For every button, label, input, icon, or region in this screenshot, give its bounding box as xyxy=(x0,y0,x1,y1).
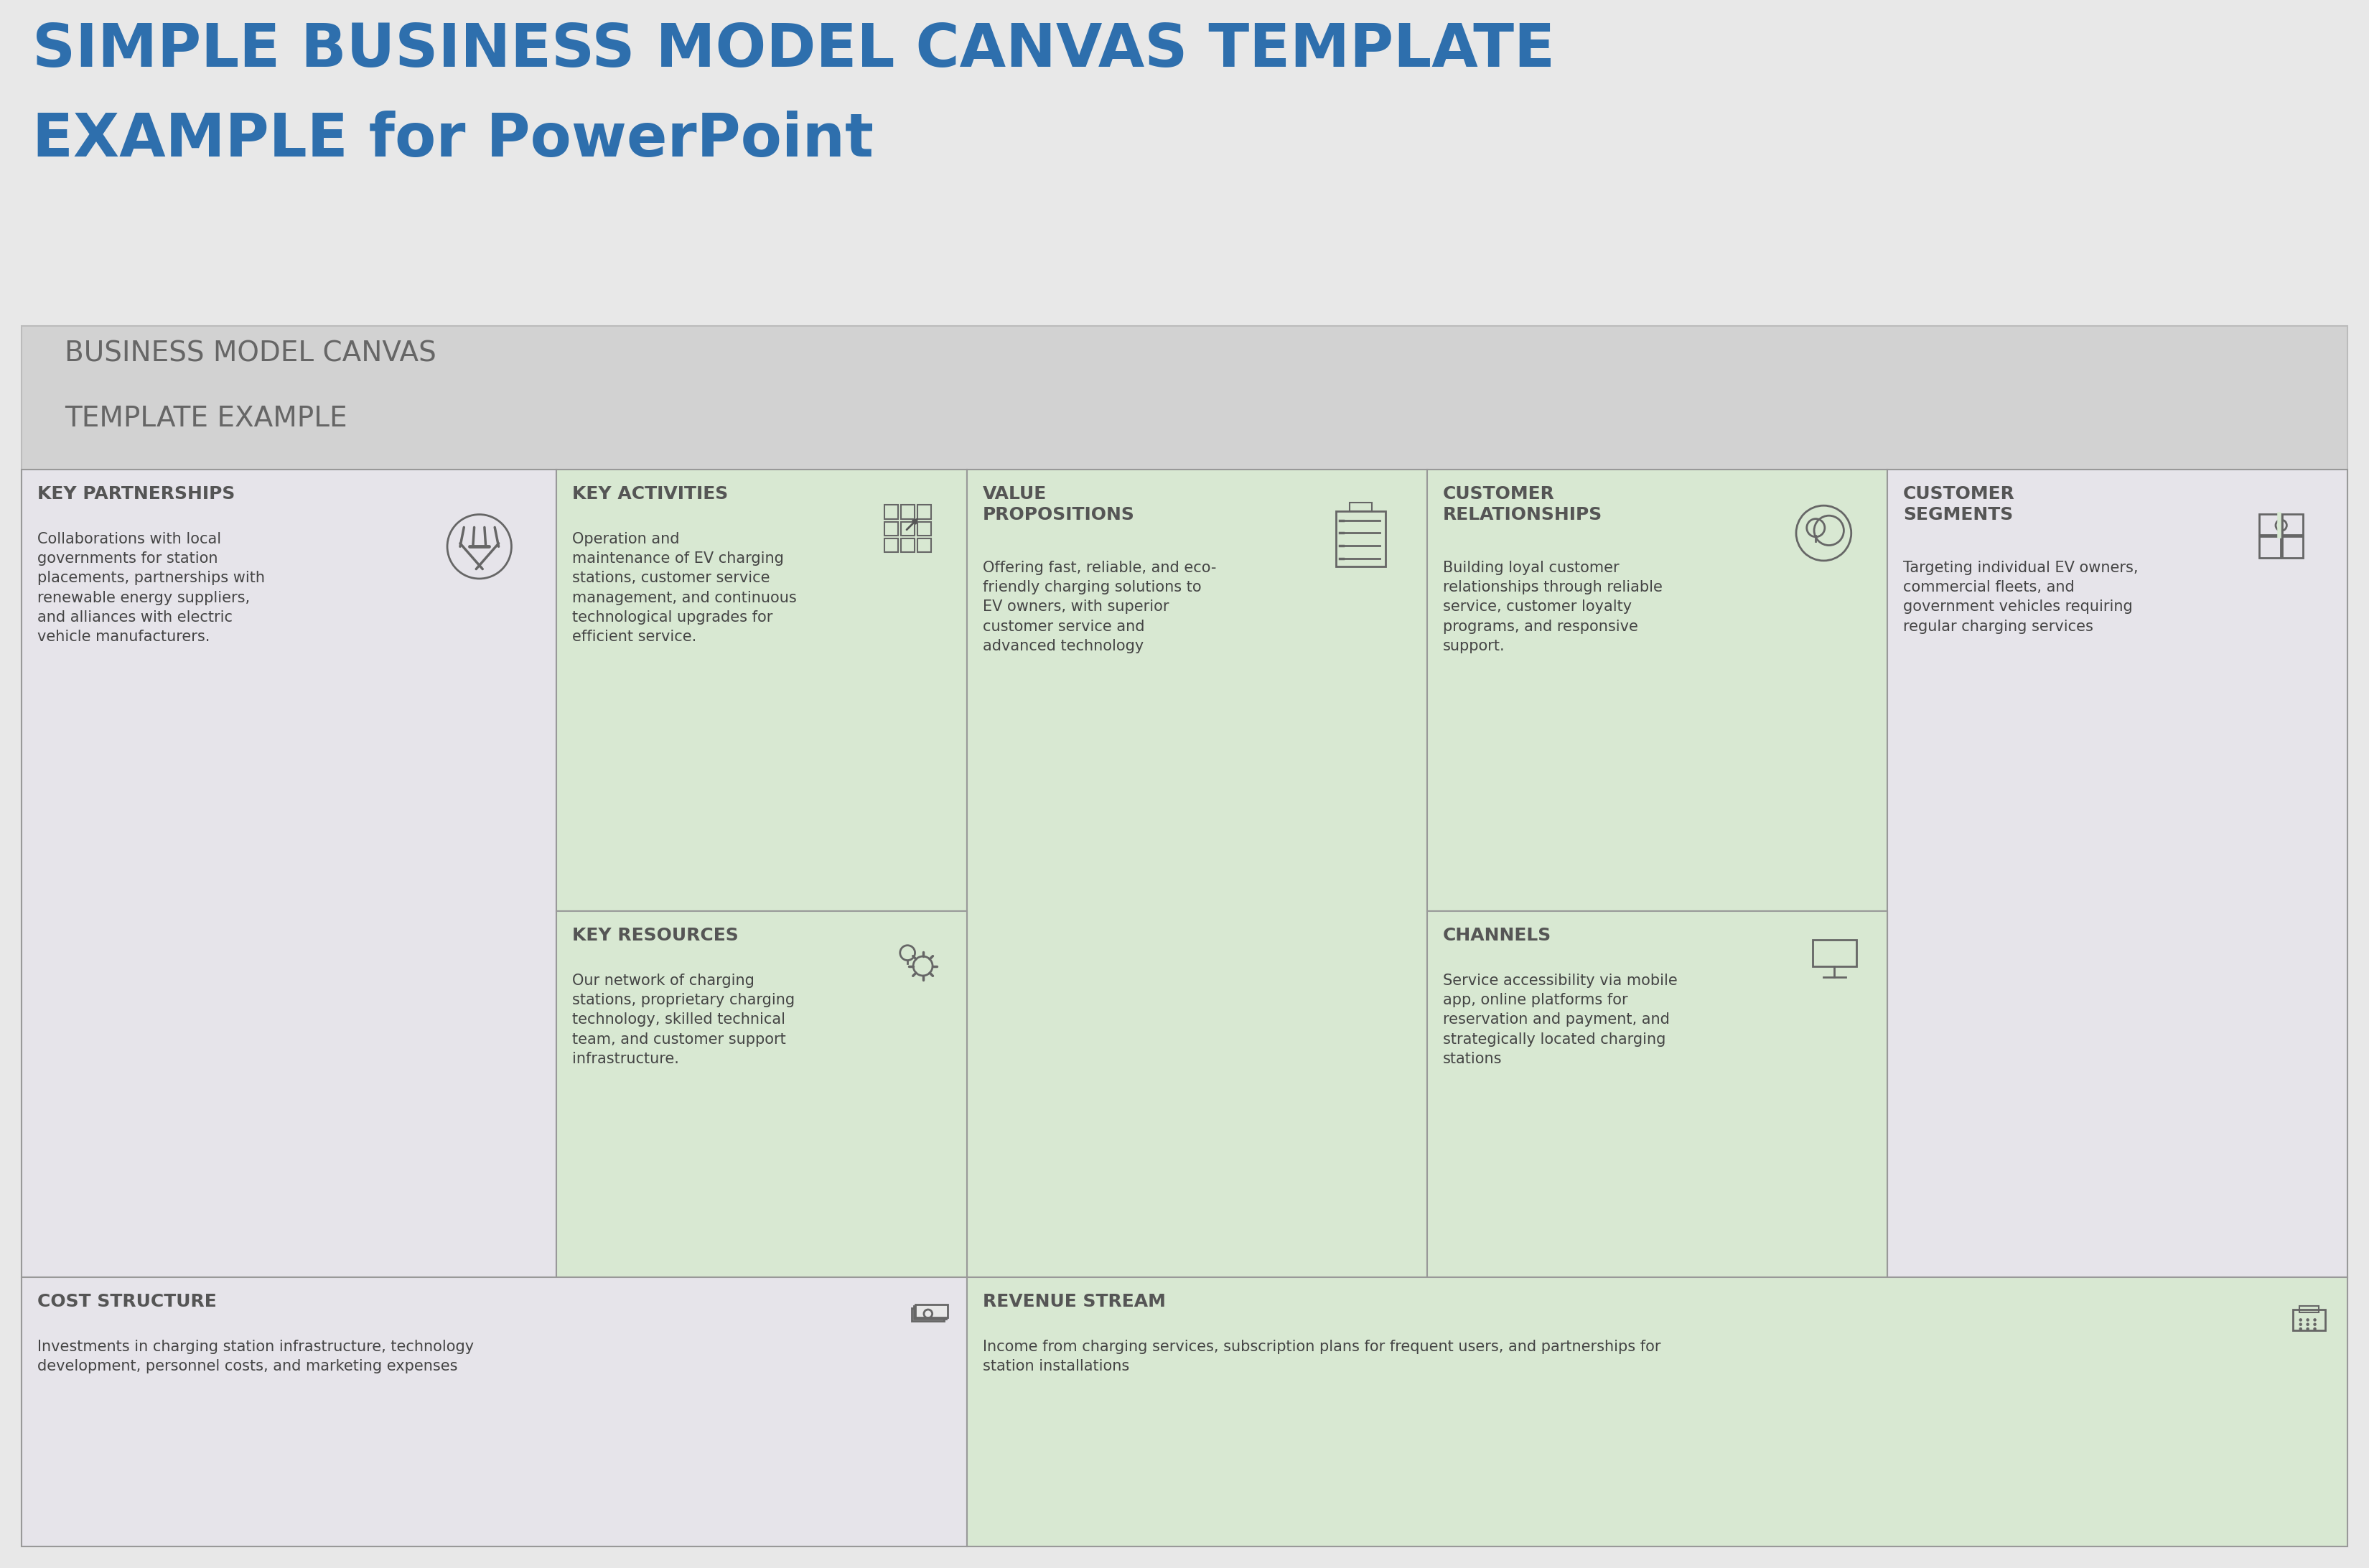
Text: Targeting individual EV owners,
commercial fleets, and
government vehicles requi: Targeting individual EV owners, commerci… xyxy=(1902,561,2139,633)
FancyBboxPatch shape xyxy=(914,1305,948,1317)
Circle shape xyxy=(2298,1319,2303,1322)
FancyBboxPatch shape xyxy=(967,469,1426,1278)
FancyBboxPatch shape xyxy=(21,469,557,1278)
Text: Operation and
maintenance of EV charging
stations, customer service
management, : Operation and maintenance of EV charging… xyxy=(573,532,796,644)
Text: Our network of charging
stations, proprietary charging
technology, skilled techn: Our network of charging stations, propri… xyxy=(573,974,796,1066)
Circle shape xyxy=(2312,1323,2317,1327)
Circle shape xyxy=(2305,1323,2310,1327)
Text: VALUE
PROPOSITIONS: VALUE PROPOSITIONS xyxy=(983,486,1135,524)
Text: KEY PARTNERSHIPS: KEY PARTNERSHIPS xyxy=(38,486,235,503)
FancyBboxPatch shape xyxy=(21,1278,967,1546)
Text: CUSTOMER
RELATIONSHIPS: CUSTOMER RELATIONSHIPS xyxy=(1443,486,1601,524)
FancyBboxPatch shape xyxy=(21,326,2348,1546)
FancyBboxPatch shape xyxy=(1888,469,2348,1278)
FancyBboxPatch shape xyxy=(967,1278,2348,1546)
Text: COST STRUCTURE: COST STRUCTURE xyxy=(38,1294,216,1311)
Text: EXAMPLE for PowerPoint: EXAMPLE for PowerPoint xyxy=(33,111,874,169)
Circle shape xyxy=(2298,1327,2303,1331)
FancyBboxPatch shape xyxy=(1426,911,1888,1278)
Text: CUSTOMER
SEGMENTS: CUSTOMER SEGMENTS xyxy=(1902,486,2016,524)
Circle shape xyxy=(2305,1319,2310,1322)
FancyBboxPatch shape xyxy=(557,911,967,1278)
FancyBboxPatch shape xyxy=(914,1306,945,1319)
Text: Offering fast, reliable, and eco-
friendly charging solutions to
EV owners, with: Offering fast, reliable, and eco- friend… xyxy=(983,561,1215,654)
FancyBboxPatch shape xyxy=(1426,469,1888,911)
Circle shape xyxy=(2312,1319,2317,1322)
Text: Service accessibility via mobile
app, online platforms for
reservation and payme: Service accessibility via mobile app, on… xyxy=(1443,974,1677,1066)
Text: KEY RESOURCES: KEY RESOURCES xyxy=(573,927,739,944)
Circle shape xyxy=(2305,1327,2310,1331)
Text: CHANNELS: CHANNELS xyxy=(1443,927,1552,944)
Text: SIMPLE BUSINESS MODEL CANVAS TEMPLATE: SIMPLE BUSINESS MODEL CANVAS TEMPLATE xyxy=(33,20,1554,78)
Circle shape xyxy=(2298,1323,2303,1327)
Circle shape xyxy=(2312,1327,2317,1331)
Text: Building loyal customer
relationships through reliable
service, customer loyalty: Building loyal customer relationships th… xyxy=(1443,561,1663,654)
Text: KEY ACTIVITIES: KEY ACTIVITIES xyxy=(573,486,727,503)
Text: Investments in charging station infrastructure, technology
development, personne: Investments in charging station infrastr… xyxy=(38,1339,474,1374)
FancyBboxPatch shape xyxy=(557,469,967,911)
Text: TEMPLATE EXAMPLE: TEMPLATE EXAMPLE xyxy=(64,405,348,433)
Text: BUSINESS MODEL CANVAS: BUSINESS MODEL CANVAS xyxy=(64,340,436,367)
Text: REVENUE STREAM: REVENUE STREAM xyxy=(983,1294,1166,1311)
Text: Collaborations with local
governments for station
placements, partnerships with
: Collaborations with local governments fo… xyxy=(38,532,265,644)
Text: Income from charging services, subscription plans for frequent users, and partne: Income from charging services, subscript… xyxy=(983,1339,1661,1374)
